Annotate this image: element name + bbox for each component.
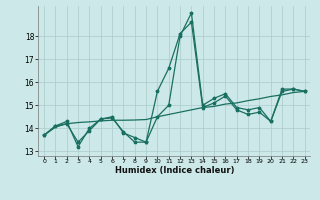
X-axis label: Humidex (Indice chaleur): Humidex (Indice chaleur) bbox=[115, 166, 234, 175]
